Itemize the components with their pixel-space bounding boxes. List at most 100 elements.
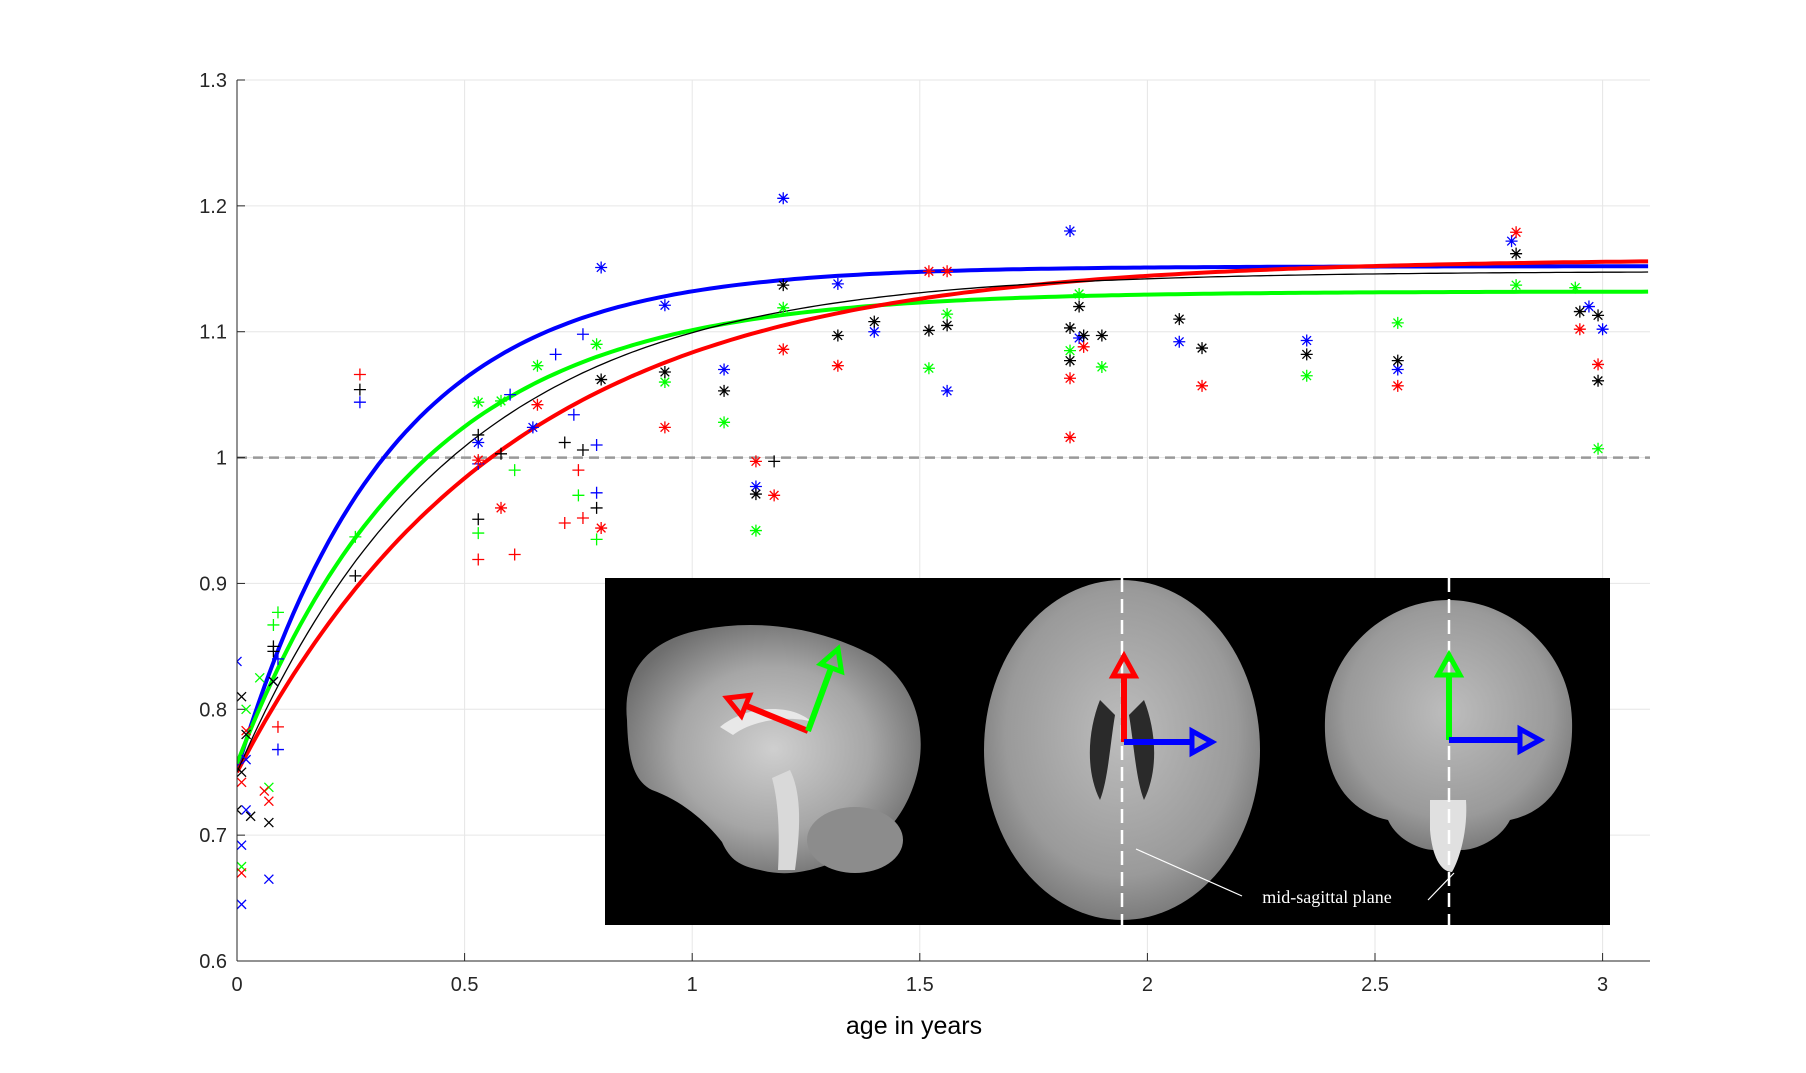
data-point bbox=[590, 533, 603, 546]
data-point bbox=[237, 867, 247, 878]
data-point bbox=[749, 455, 762, 468]
data-point bbox=[777, 343, 790, 356]
data-point bbox=[831, 329, 844, 342]
data-point bbox=[777, 301, 790, 314]
axial-ventricles bbox=[1089, 700, 1155, 800]
x-tick-label: 0 bbox=[231, 974, 242, 996]
data-point bbox=[1077, 329, 1090, 342]
data-point bbox=[1582, 300, 1595, 313]
data-point bbox=[263, 796, 274, 807]
coronal-blue-arrow-head bbox=[1517, 724, 1546, 756]
y-tick-label: 0.7 bbox=[199, 825, 227, 847]
data-point bbox=[263, 817, 274, 828]
data-point bbox=[1073, 300, 1086, 313]
data-point bbox=[508, 548, 521, 561]
data-point bbox=[495, 501, 508, 514]
data-point bbox=[271, 652, 284, 665]
data-point bbox=[831, 277, 844, 290]
data-point bbox=[1569, 281, 1582, 294]
x-tick-label: 1.5 bbox=[906, 974, 934, 996]
y-tick-label: 0.6 bbox=[199, 951, 227, 973]
data-point bbox=[237, 656, 242, 667]
data-point bbox=[526, 421, 539, 434]
data-point bbox=[1064, 431, 1077, 444]
data-point bbox=[1173, 313, 1186, 326]
data-point bbox=[1391, 363, 1404, 376]
data-point bbox=[495, 394, 508, 407]
data-point bbox=[749, 480, 762, 493]
fit-curve bbox=[237, 289, 1649, 765]
fit-curve bbox=[237, 259, 1649, 774]
data-point bbox=[271, 606, 284, 619]
data-point bbox=[508, 464, 521, 477]
data-point bbox=[237, 805, 242, 815]
data-point bbox=[868, 315, 881, 328]
data-point bbox=[576, 511, 589, 524]
data-point bbox=[941, 265, 954, 278]
data-point bbox=[267, 618, 280, 631]
data-point bbox=[1391, 316, 1404, 329]
axial-blue-arrow-head bbox=[1189, 726, 1218, 758]
axes bbox=[236, 80, 1650, 962]
data-point bbox=[1073, 332, 1086, 345]
data-point bbox=[658, 365, 671, 378]
data-point bbox=[567, 408, 580, 421]
data-point bbox=[241, 729, 252, 740]
y-tick-label: 1.3 bbox=[199, 70, 227, 92]
data-point bbox=[259, 786, 270, 797]
data-point bbox=[658, 299, 671, 312]
coronal-green-arrow-head bbox=[1433, 649, 1465, 678]
data-point bbox=[1064, 321, 1077, 334]
data-point bbox=[749, 524, 762, 537]
data-point bbox=[1391, 354, 1404, 367]
data-point bbox=[1592, 374, 1605, 387]
data-point bbox=[241, 805, 252, 815]
data-point bbox=[922, 324, 935, 337]
data-point bbox=[472, 454, 485, 467]
data-point bbox=[245, 811, 256, 822]
data-point bbox=[1596, 323, 1609, 336]
data-point bbox=[831, 359, 844, 372]
data-point bbox=[1573, 305, 1586, 318]
data-point bbox=[504, 388, 517, 401]
data-point bbox=[549, 348, 562, 361]
data-point bbox=[1510, 247, 1523, 260]
data-point bbox=[1592, 442, 1605, 455]
y-tick-label: 1.2 bbox=[199, 196, 227, 218]
mri-inset-panel: mid-sagittal plane bbox=[605, 578, 1610, 925]
fit-curve bbox=[237, 271, 1649, 773]
data-point bbox=[241, 754, 252, 765]
x-tick-label: 0.5 bbox=[451, 974, 479, 996]
data-point bbox=[595, 522, 608, 535]
data-point bbox=[472, 553, 485, 566]
data-point bbox=[353, 383, 366, 396]
data-point bbox=[531, 398, 544, 411]
sagittal-brain-view bbox=[626, 624, 921, 874]
data-point bbox=[1173, 335, 1186, 348]
mid-sagittal-plane-label: mid-sagittal plane bbox=[1262, 887, 1391, 907]
data-point bbox=[1095, 360, 1108, 373]
data-point bbox=[267, 640, 280, 653]
data-point bbox=[1505, 235, 1518, 248]
data-point bbox=[349, 530, 362, 543]
data-point bbox=[472, 527, 485, 540]
x-tick-label: 3 bbox=[1597, 974, 1608, 996]
y-tick-label: 0.9 bbox=[199, 573, 227, 595]
orientation-arrows bbox=[722, 644, 1546, 758]
data-point bbox=[263, 874, 274, 885]
data-point bbox=[558, 517, 571, 530]
data-point bbox=[718, 416, 731, 429]
data-point bbox=[1077, 340, 1090, 353]
x-tick-label: 2 bbox=[1142, 974, 1153, 996]
data-point bbox=[237, 777, 247, 788]
data-point bbox=[1510, 279, 1523, 292]
sagittal-cerebellum bbox=[807, 807, 903, 873]
data-point bbox=[1510, 226, 1523, 239]
data-point bbox=[531, 359, 544, 372]
axis-ticks: 0 0.5 1 1.5 2 2.5 3 0.6 0.7 0.8 0.9 1 1.1 1.2 1.3 bbox=[199, 70, 1608, 996]
data-point bbox=[254, 672, 265, 683]
data-point bbox=[768, 489, 781, 502]
data-point bbox=[472, 396, 485, 409]
data-point bbox=[237, 899, 247, 910]
